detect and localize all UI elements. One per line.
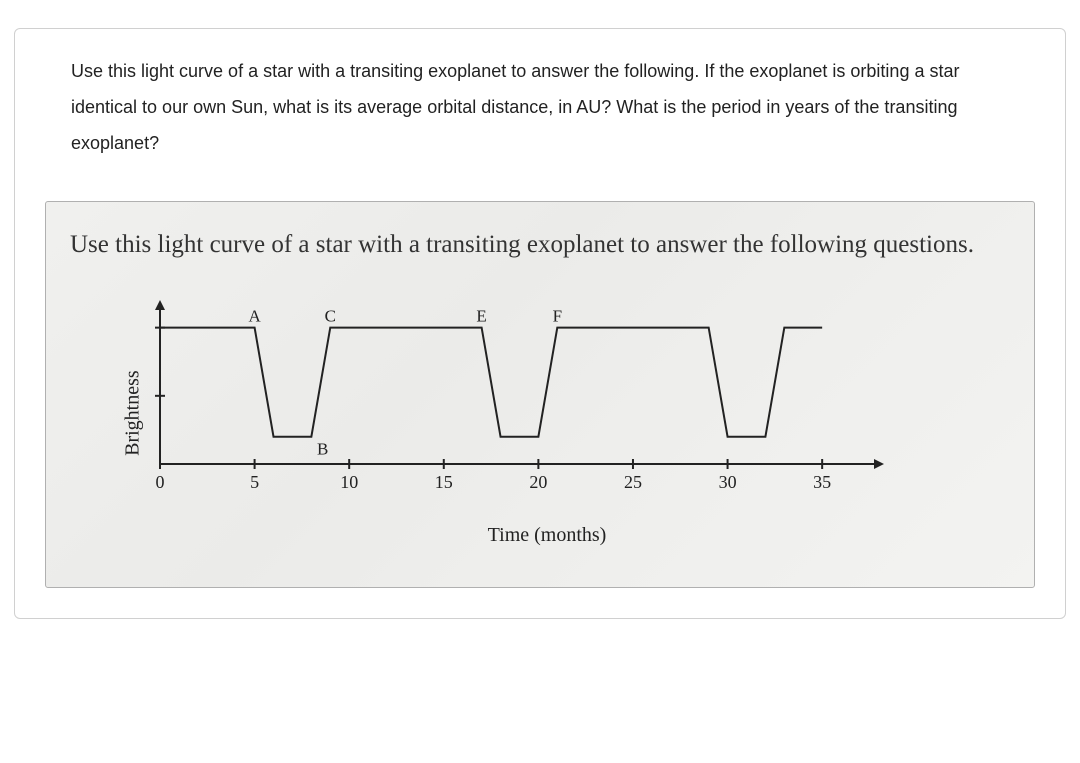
light-curve-chart: Brightness 05101520253035ABCEF Time (mon… (130, 294, 1024, 547)
svg-text:0: 0 (156, 472, 165, 492)
svg-text:B: B (317, 439, 328, 458)
svg-text:5: 5 (250, 472, 259, 492)
y-axis-label: Brightness (121, 370, 144, 456)
svg-text:E: E (476, 306, 486, 325)
x-axis-label: Time (months) (70, 524, 1024, 547)
question-container: Use this light curve of a star with a tr… (14, 28, 1066, 619)
svg-text:15: 15 (435, 472, 453, 492)
svg-text:35: 35 (813, 472, 831, 492)
svg-text:A: A (248, 306, 261, 325)
svg-text:20: 20 (529, 472, 547, 492)
svg-text:F: F (553, 306, 562, 325)
svg-text:25: 25 (624, 472, 642, 492)
svg-text:30: 30 (719, 472, 737, 492)
question-text: Use this light curve of a star with a tr… (15, 29, 1065, 201)
svg-text:10: 10 (340, 472, 358, 492)
figure-box: Use this light curve of a star with a tr… (45, 201, 1035, 588)
figure-title: Use this light curve of a star with a tr… (70, 226, 1024, 264)
svg-text:C: C (325, 306, 336, 325)
chart-svg: 0 5 10 15 20 25 30 35 A B C E F (130, 294, 890, 494)
